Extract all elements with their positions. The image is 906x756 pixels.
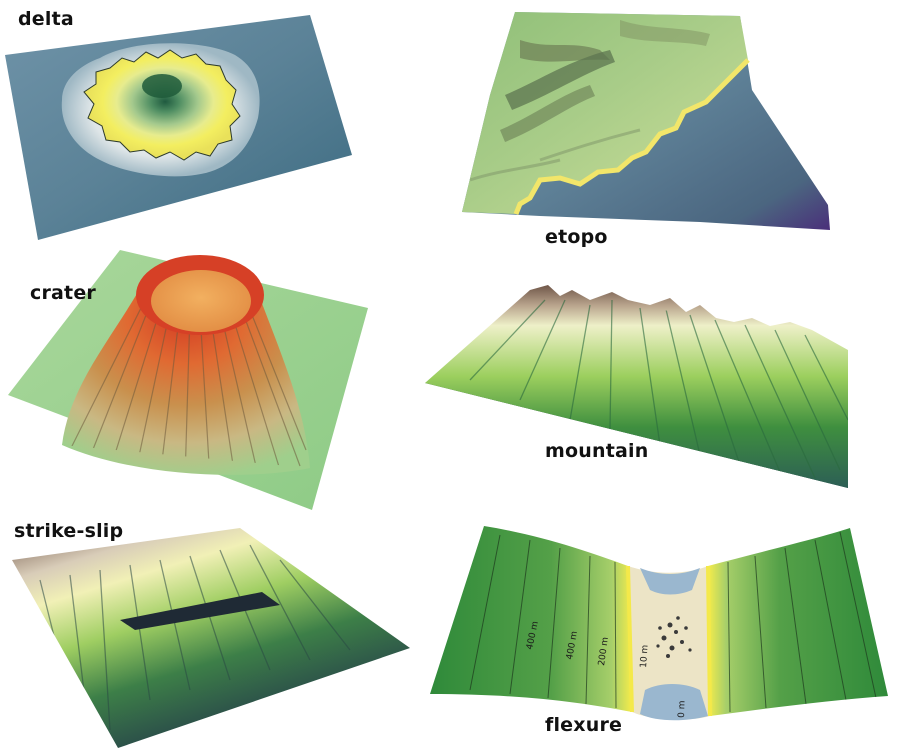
flexure-lake-south	[640, 684, 708, 721]
delta-coastline	[83, 49, 241, 161]
crater-floor	[151, 270, 251, 332]
flexure-contour-label-0: 0 m	[677, 700, 688, 718]
flexure-contour-label-10: 10 m	[639, 644, 651, 668]
label-mountain: mountain	[545, 440, 649, 462]
strike-slip-panel	[12, 528, 410, 748]
crater-gullies	[69, 299, 307, 468]
flexure-left-flank	[430, 526, 632, 712]
etopo-ridges	[469, 20, 710, 182]
mountain-drainage	[469, 299, 848, 479]
flexure-basin-sediment	[656, 616, 692, 658]
label-flexure: flexure	[545, 714, 623, 736]
flexure-left-contours	[469, 534, 617, 709]
label-strike-slip: strike-slip	[14, 520, 124, 542]
crater-panel	[8, 250, 368, 510]
flexure-contour-label-200: 200 m	[597, 636, 611, 666]
flexure-left-shoreline	[626, 565, 634, 713]
label-crater: crater	[30, 282, 96, 304]
etopo-panel	[462, 12, 830, 230]
label-delta: delta	[18, 8, 74, 30]
flexure-right-contours	[727, 531, 877, 713]
flexure-lake-north	[640, 568, 700, 595]
etopo-coastline	[513, 58, 750, 215]
delta-inner-basin	[142, 74, 182, 98]
flexure-basin	[628, 566, 710, 720]
delta-panel	[5, 15, 352, 240]
strike-slip-surface	[12, 528, 410, 748]
flexure-panel: 400 m 400 m 200 m 10 m 0 m	[430, 526, 888, 721]
mountain-panel	[425, 285, 848, 488]
flexure-contour-label-400b: 400 m	[565, 630, 580, 660]
mountain-top-surface	[425, 285, 848, 488]
strike-slip-drainage	[39, 544, 351, 731]
etopo-land	[462, 12, 748, 214]
strike-slip-fault-scarp	[120, 592, 280, 630]
flexure-right-flank	[708, 528, 888, 716]
flexure-right-shoreline	[706, 565, 712, 717]
label-etopo: etopo	[545, 226, 608, 248]
